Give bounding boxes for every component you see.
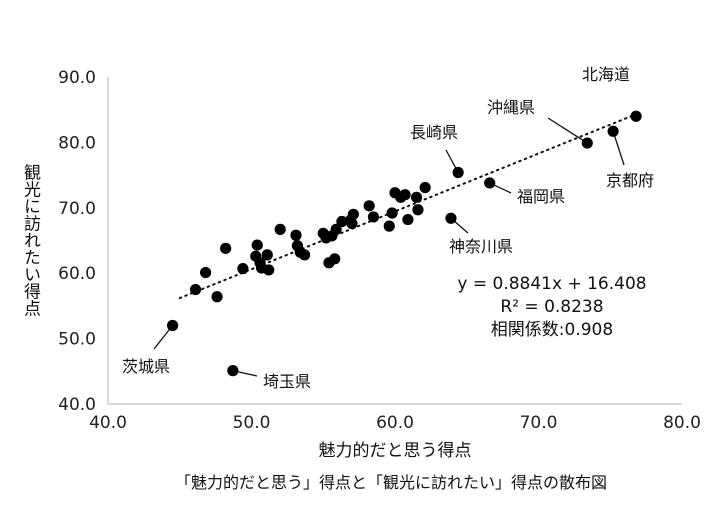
axes	[107, 77, 682, 405]
data-point	[329, 253, 341, 265]
trendline	[178, 113, 638, 300]
data-point	[419, 181, 431, 194]
data-point	[336, 215, 348, 228]
data-point	[630, 110, 642, 122]
point-label: 長崎県	[410, 123, 458, 142]
y-tick-label: 50.0	[58, 330, 96, 350]
y-tick-labels: 40.0 50.0 60.0 70.0 80.0 90.0	[58, 68, 96, 415]
data-point	[581, 137, 593, 149]
data-point	[189, 283, 202, 296]
data-point	[386, 207, 398, 219]
x-tick-label: 50.0	[233, 413, 271, 433]
data-point	[227, 365, 239, 377]
y-tick-label: 60.0	[58, 264, 96, 284]
y-tick-label: 80.0	[58, 133, 96, 153]
data-point	[199, 266, 212, 279]
data-point	[346, 217, 358, 230]
point-label: 沖縄県	[487, 98, 535, 117]
x-axis-title: 魅力的だと思う得点	[319, 441, 472, 461]
point-label: 京都府	[606, 171, 654, 190]
point-label: 福岡県	[517, 187, 565, 206]
data-point	[412, 204, 424, 216]
chart-caption: 「魅力的だと思う」得点と「観光に訪れたい」得点の散布図	[175, 473, 607, 492]
x-tick-label: 60.0	[376, 413, 414, 433]
leader-line	[547, 117, 588, 144]
data-point	[607, 125, 619, 137]
point-label: 茨城県	[122, 357, 170, 376]
data-point	[298, 249, 311, 261]
data-point	[263, 264, 275, 276]
data-point	[363, 200, 375, 212]
correlation-coefficient: 相関係数:0.908	[491, 320, 613, 340]
point-label: 北海道	[582, 65, 630, 84]
data-point	[402, 213, 414, 226]
data-point	[274, 223, 286, 235]
data-point	[261, 249, 273, 261]
data-point	[237, 263, 249, 275]
regression-equation: y = 0.8841x + 16.408	[457, 274, 646, 294]
data-point	[445, 212, 457, 224]
data-point	[220, 242, 232, 254]
y-axis-title: 観光に訪れたい得点	[20, 163, 41, 316]
leader-line	[612, 131, 625, 166]
x-tick-label: 70.0	[520, 413, 558, 433]
y-tick-label: 90.0	[58, 68, 96, 88]
data-points	[166, 110, 642, 377]
data-point	[367, 211, 380, 223]
data-point	[383, 220, 395, 232]
data-point	[330, 223, 342, 235]
data-point	[399, 189, 411, 201]
data-point	[290, 229, 302, 241]
data-point	[251, 239, 263, 251]
y-tick-label: 70.0	[58, 199, 96, 219]
data-point	[166, 319, 179, 332]
point-label: 神奈川県	[449, 237, 513, 256]
point-label: 埼玉県	[263, 372, 311, 391]
data-point	[484, 177, 496, 189]
r-squared: R² = 0.8238	[500, 297, 603, 317]
x-tick-label: 40.0	[89, 413, 127, 433]
data-point	[452, 166, 464, 179]
data-point	[211, 291, 223, 303]
y-tick-label: 40.0	[58, 395, 96, 415]
data-point	[347, 208, 359, 220]
data-point	[410, 191, 423, 203]
x-tick-label: 80.0	[663, 413, 701, 433]
x-tick-labels: 40.0 50.0 60.0 70.0 80.0	[89, 413, 701, 433]
